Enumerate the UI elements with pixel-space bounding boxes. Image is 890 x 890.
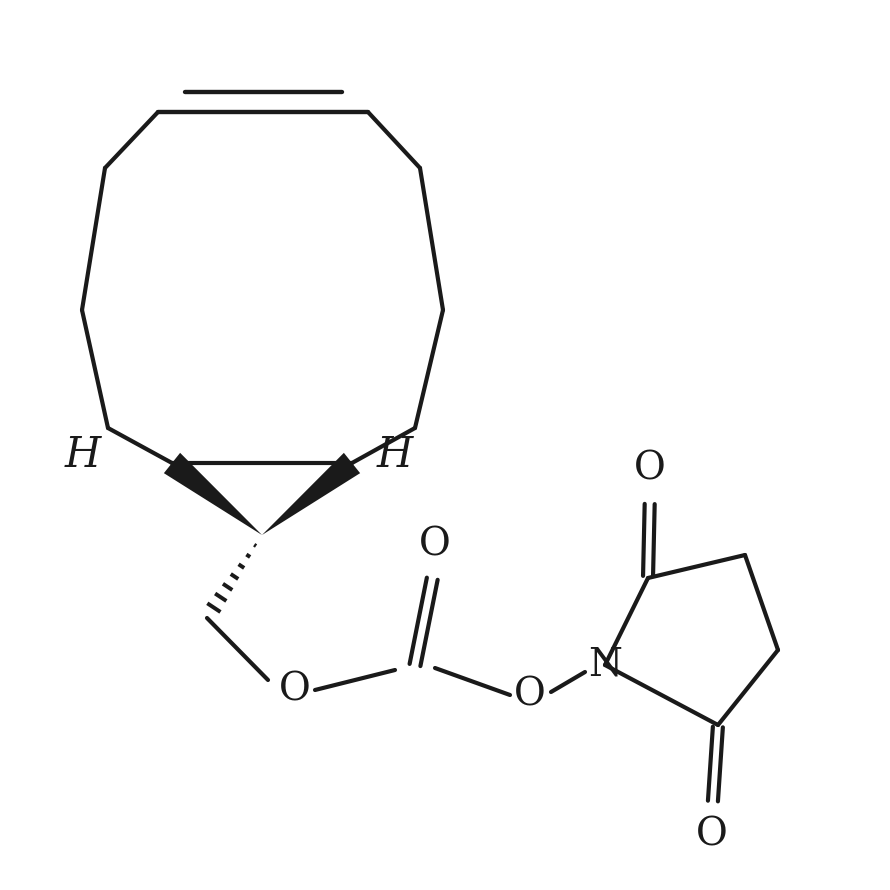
- Text: N: N: [588, 646, 622, 684]
- Text: O: O: [279, 671, 311, 708]
- Polygon shape: [164, 453, 262, 535]
- Text: O: O: [514, 676, 546, 714]
- Text: H: H: [376, 434, 413, 476]
- Text: O: O: [419, 526, 451, 563]
- Text: O: O: [634, 451, 666, 488]
- Text: H: H: [65, 434, 101, 476]
- Polygon shape: [262, 453, 360, 535]
- Text: O: O: [696, 817, 728, 854]
